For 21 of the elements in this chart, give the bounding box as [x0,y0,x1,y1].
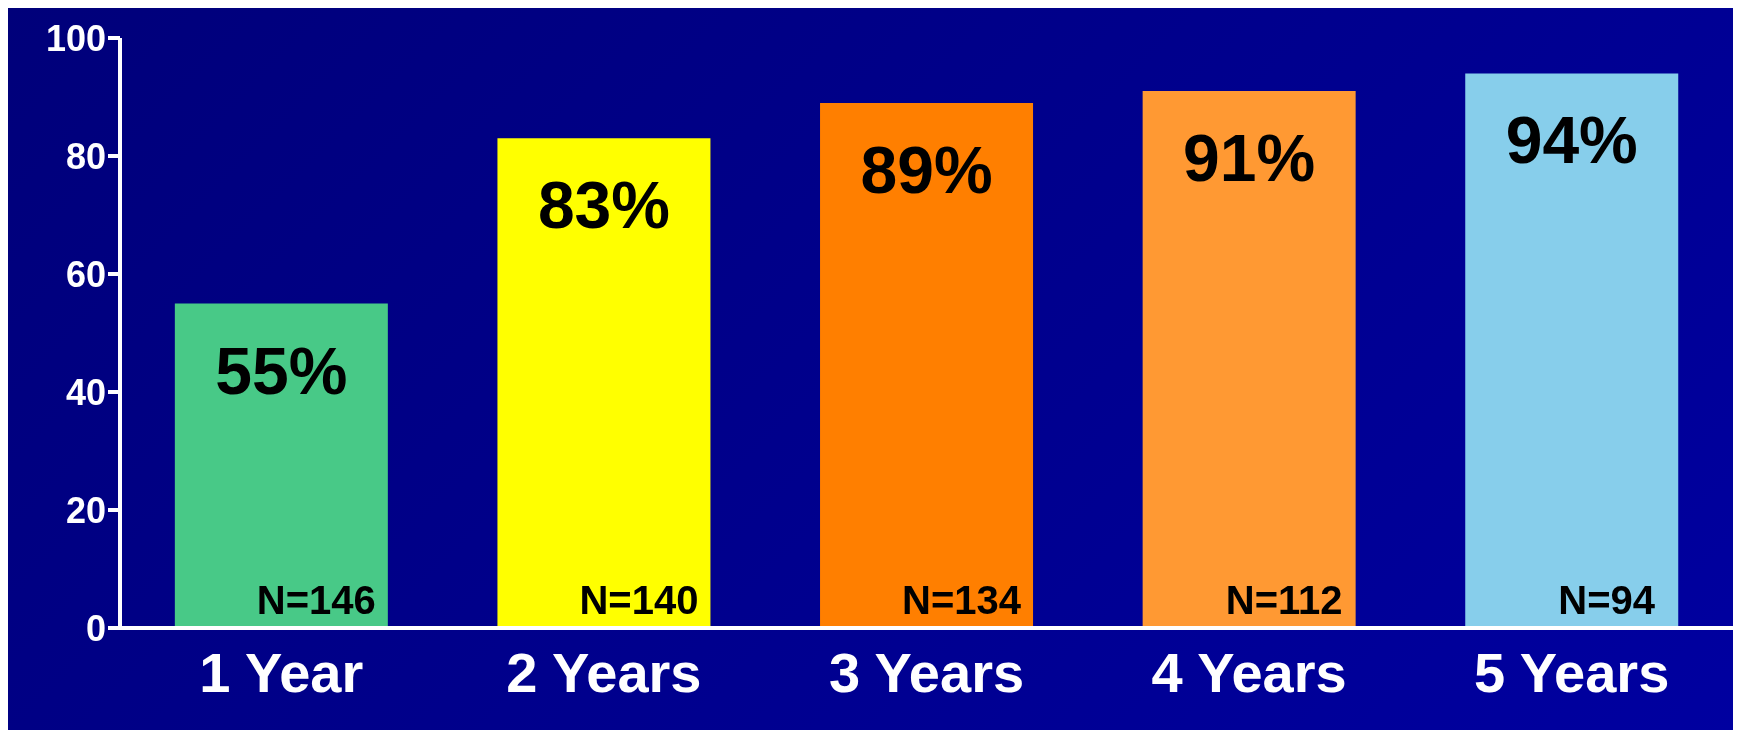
annotation: N=146 [256,578,376,622]
x-tick-label: 1 Year [199,640,364,704]
data-label: 83% [537,168,670,243]
annotation: N=140 [579,578,699,622]
x-tick-label: 5 Years [1474,640,1670,704]
data-label: 89% [860,132,993,207]
annotation: N=94 [1558,578,1656,622]
annotation: N=112 [1225,578,1343,622]
y-tick-label: 80 [65,135,106,177]
data-label: 91% [1183,121,1316,196]
y-tick-label: 60 [65,253,106,295]
data-label: 55% [215,333,348,408]
annotation: N=134 [902,578,1022,622]
x-tick-label: 3 Years [828,640,1025,704]
y-tick-label: 40 [65,371,106,413]
x-tick-label: 2 Years [506,640,702,704]
data-label: 94% [1505,103,1638,178]
y-tick-label: 0 [85,607,106,649]
y-tick-label: 100 [45,17,106,59]
x-tick-label: 4 Years [1151,640,1347,704]
y-tick-label: 20 [65,489,106,531]
